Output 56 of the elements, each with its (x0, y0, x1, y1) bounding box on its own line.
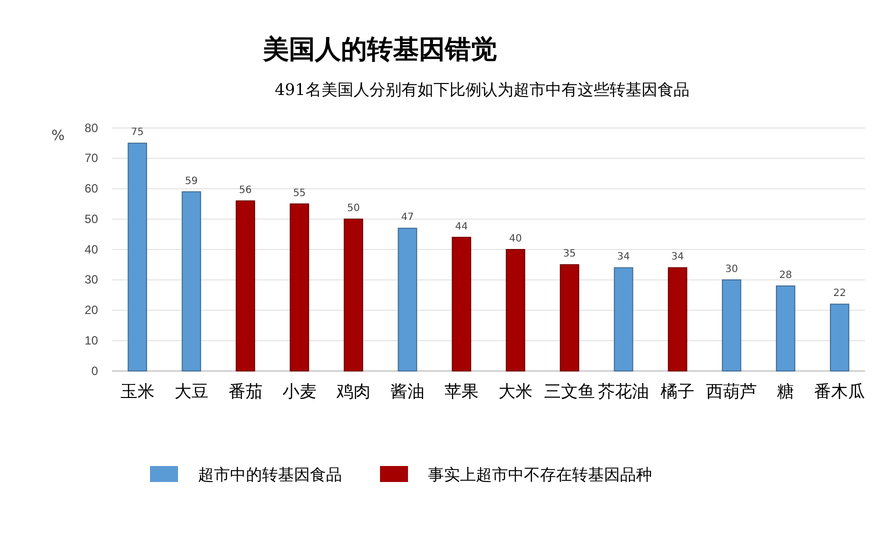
y-tick-label: 80 (84, 120, 98, 135)
x-tick-label: 西葫芦 (706, 382, 758, 402)
bar (344, 218, 364, 372)
y-tick-label: 10 (84, 333, 98, 348)
x-tick-label: 番木瓜 (814, 382, 866, 402)
y-tick-label: 50 (84, 212, 98, 226)
legend-label: 超市中的转基因食品 (198, 465, 342, 484)
x-tick-label: 番茄 (228, 382, 262, 402)
chart-title: 美国人的转基因错觉 (262, 35, 497, 65)
bar (722, 279, 742, 372)
x-tick-label: 芥花油 (598, 382, 650, 402)
data-label: 59 (185, 176, 198, 187)
data-label: 34 (617, 252, 630, 263)
y-tick-label: 70 (84, 151, 98, 166)
data-label: 50 (347, 203, 360, 214)
data-label: 56 (239, 184, 252, 196)
x-tick-label: 酱油 (390, 382, 424, 402)
y-tick-label: 30 (84, 272, 98, 287)
y-axis-title: % (51, 128, 65, 144)
bar (614, 267, 634, 372)
bar (236, 200, 256, 372)
data-label: 30 (725, 264, 738, 275)
data-label: 40 (509, 234, 522, 244)
x-tick-label: 苹果 (444, 382, 478, 402)
x-tick-label: 鸡肉 (335, 382, 370, 402)
bar (668, 267, 688, 372)
x-tick-label: 橘子 (660, 382, 695, 402)
legend-label: 事实上超市中不存在转基因品种 (428, 465, 652, 484)
data-label: 22 (833, 288, 846, 300)
bar (776, 285, 796, 372)
y-tick-label: 20 (84, 303, 98, 318)
data-label: 44 (455, 221, 468, 232)
data-label: 28 (779, 270, 792, 281)
data-label: 75 (131, 127, 144, 138)
y-tick-label: 40 (84, 242, 98, 256)
bar (398, 228, 418, 372)
chart-subtitle: 491名美国人分别有如下比例认为超市中有这些转基因食品 (274, 80, 690, 99)
bar (452, 236, 472, 372)
bar (290, 203, 310, 372)
data-label: 47 (401, 212, 414, 224)
data-label: 55 (293, 188, 306, 199)
bar (560, 264, 580, 372)
x-tick-label: 玉米 (120, 382, 154, 402)
data-label: 35 (563, 248, 576, 260)
y-tick-label: 0 (91, 364, 98, 378)
x-tick-label: 小麦 (282, 382, 316, 402)
x-tick-label: 大豆 (174, 382, 208, 402)
data-label: 34 (671, 252, 684, 263)
bar (182, 191, 202, 372)
y-tick-label: 60 (84, 182, 98, 196)
bar (830, 304, 850, 372)
bar (506, 249, 526, 372)
x-tick-label: 三文鱼 (544, 382, 596, 402)
x-tick-label: 大米 (498, 382, 533, 402)
bar (128, 142, 148, 372)
x-tick-label: 糖 (777, 382, 794, 402)
